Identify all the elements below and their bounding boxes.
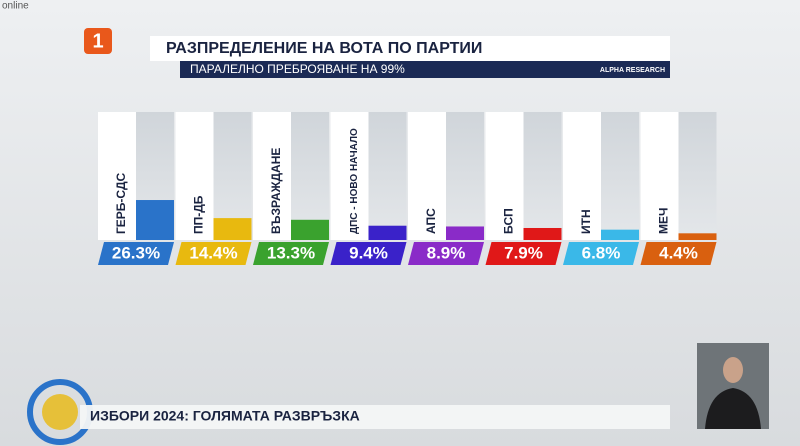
value-label: 6.8% xyxy=(582,243,621,262)
bar-track xyxy=(291,112,329,240)
title-bar xyxy=(150,36,670,61)
value-label: 9.4% xyxy=(349,243,388,262)
chart: ГЕРБ-СДС 26.3% ПП-ДБ 14.4% ВЪЗРАЖДАНЕ 13.3% ДП… xyxy=(98,112,717,265)
status: online xyxy=(2,1,29,12)
bar xyxy=(136,200,174,240)
bar-track xyxy=(368,112,407,240)
label-panel xyxy=(175,112,214,240)
bar-track xyxy=(523,112,562,240)
value-band xyxy=(253,242,329,265)
interpreter-body xyxy=(705,388,761,429)
label-panel xyxy=(253,112,291,240)
banner xyxy=(80,405,670,429)
value-label: 4.4% xyxy=(659,243,698,262)
value-band xyxy=(563,242,639,265)
channel-logo xyxy=(84,28,112,54)
chart-subtitle: ПАРАЛЕЛНО ПРЕБРОЯВАНЕ НА 99% xyxy=(190,62,405,76)
value-band xyxy=(640,242,717,265)
label-panel xyxy=(640,112,679,240)
bar xyxy=(678,233,717,240)
bar xyxy=(446,226,484,240)
elections-logo-inner xyxy=(42,394,78,430)
chart-title: РАЗПРЕДЕЛЕНИЕ НА ВОТА ПО ПАРТИИ xyxy=(166,40,482,57)
value-band xyxy=(485,242,562,265)
category-label: МЕЧ xyxy=(657,208,671,234)
bar-track xyxy=(601,112,639,240)
category-label: ВЪЗРАЖДАНЕ xyxy=(269,148,283,234)
channel-number: 1 xyxy=(92,30,103,52)
label-panel xyxy=(98,112,136,240)
bar-track xyxy=(678,112,717,240)
category-label: ИТН xyxy=(579,209,593,234)
label-panel xyxy=(330,112,369,240)
value-band xyxy=(175,242,252,265)
category-label: АПС xyxy=(424,208,438,234)
bar-track xyxy=(446,112,484,240)
value-label: 8.9% xyxy=(427,243,466,262)
bar xyxy=(291,219,329,240)
banner-text: ИЗБОРИ 2024: ГОЛЯМАТА РАЗВРЪЗКА xyxy=(90,408,360,424)
interpreter-head xyxy=(723,357,743,383)
value-label: 13.3% xyxy=(267,243,315,262)
value-label: 26.3% xyxy=(112,243,160,262)
category-label: ПП-ДБ xyxy=(192,195,206,234)
bar xyxy=(368,225,407,240)
value-label: 7.9% xyxy=(504,243,543,262)
bar xyxy=(213,218,252,240)
bar xyxy=(523,227,562,240)
source-logo: ALPHA RESEARCH xyxy=(600,67,665,74)
category-label: ГЕРБ-СДС xyxy=(114,173,128,234)
bar xyxy=(601,229,639,240)
subtitle-bar xyxy=(180,61,670,78)
category-label: ДПС - НОВО НАЧАЛО xyxy=(349,128,360,234)
category-label: БСП xyxy=(502,208,516,234)
value-band xyxy=(330,242,407,265)
value-band xyxy=(408,242,484,265)
label-panel xyxy=(485,112,524,240)
value-band xyxy=(98,242,174,265)
value-label: 14.4% xyxy=(189,243,237,262)
label-panel xyxy=(408,112,446,240)
label-panel xyxy=(563,112,601,240)
